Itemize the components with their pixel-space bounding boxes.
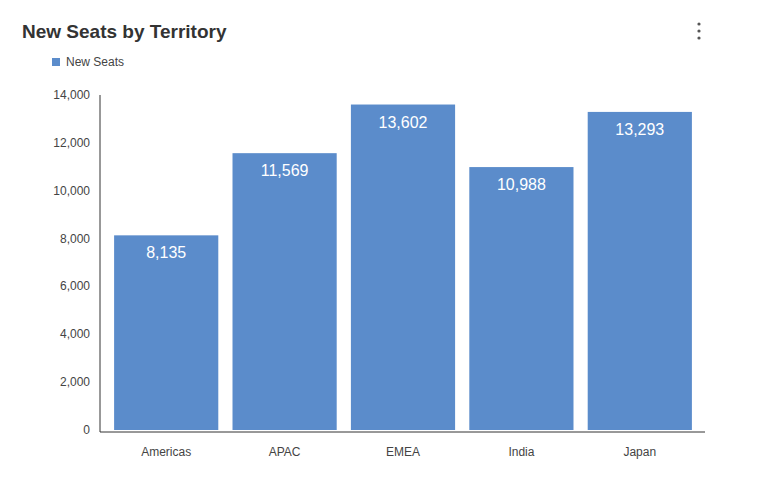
menu-dot	[697, 29, 700, 32]
x-axis: Americas APAC EMEA India Japan	[141, 445, 656, 459]
x-tick-label: India	[508, 445, 534, 459]
x-tick-label: Americas	[141, 445, 191, 459]
menu-icon[interactable]	[697, 22, 700, 39]
legend-label: New Seats	[66, 55, 124, 69]
y-tick-label: 12,000	[53, 136, 90, 150]
y-tick-label: 2,000	[60, 375, 90, 389]
bar	[114, 235, 218, 430]
x-tick-label: EMEA	[386, 445, 420, 459]
data-label: 11,569	[261, 162, 309, 179]
chart-svg: New Seats by Territory New Seats 0 2,000 4,0…	[0, 0, 768, 480]
chart-title: New Seats by Territory	[22, 21, 227, 42]
data-label: 13,293	[615, 121, 664, 138]
bar	[588, 112, 692, 430]
x-axis-line	[100, 432, 705, 433]
y-tick-label: 4,000	[60, 327, 90, 341]
bars	[114, 105, 692, 430]
y-axis-line	[100, 95, 101, 432]
data-labels: 8,135 11,569 13,602 10,988 13,293	[146, 114, 664, 262]
data-label: 13,602	[379, 114, 428, 131]
y-tick-label: 8,000	[60, 232, 90, 246]
x-tick-label: APAC	[269, 445, 301, 459]
chart-container: New Seats by Territory New Seats 0 2,000 4,0…	[0, 0, 768, 480]
legend-swatch	[52, 58, 60, 66]
data-label: 8,135	[146, 244, 186, 261]
menu-dot	[697, 36, 700, 39]
y-tick-label: 6,000	[60, 279, 90, 293]
menu-dot	[697, 22, 700, 25]
y-tick-label: 10,000	[53, 184, 90, 198]
y-tick-label: 0	[83, 423, 90, 437]
y-axis: 0 2,000 4,000 6,000 8,000 10,000 12,000 14,000	[53, 88, 100, 437]
x-tick-label: Japan	[623, 445, 656, 459]
data-label: 10,988	[497, 176, 546, 193]
bar	[351, 105, 455, 430]
legend: New Seats	[52, 55, 124, 69]
bar	[233, 153, 337, 430]
bar	[469, 167, 573, 430]
y-tick-label: 14,000	[53, 88, 90, 102]
